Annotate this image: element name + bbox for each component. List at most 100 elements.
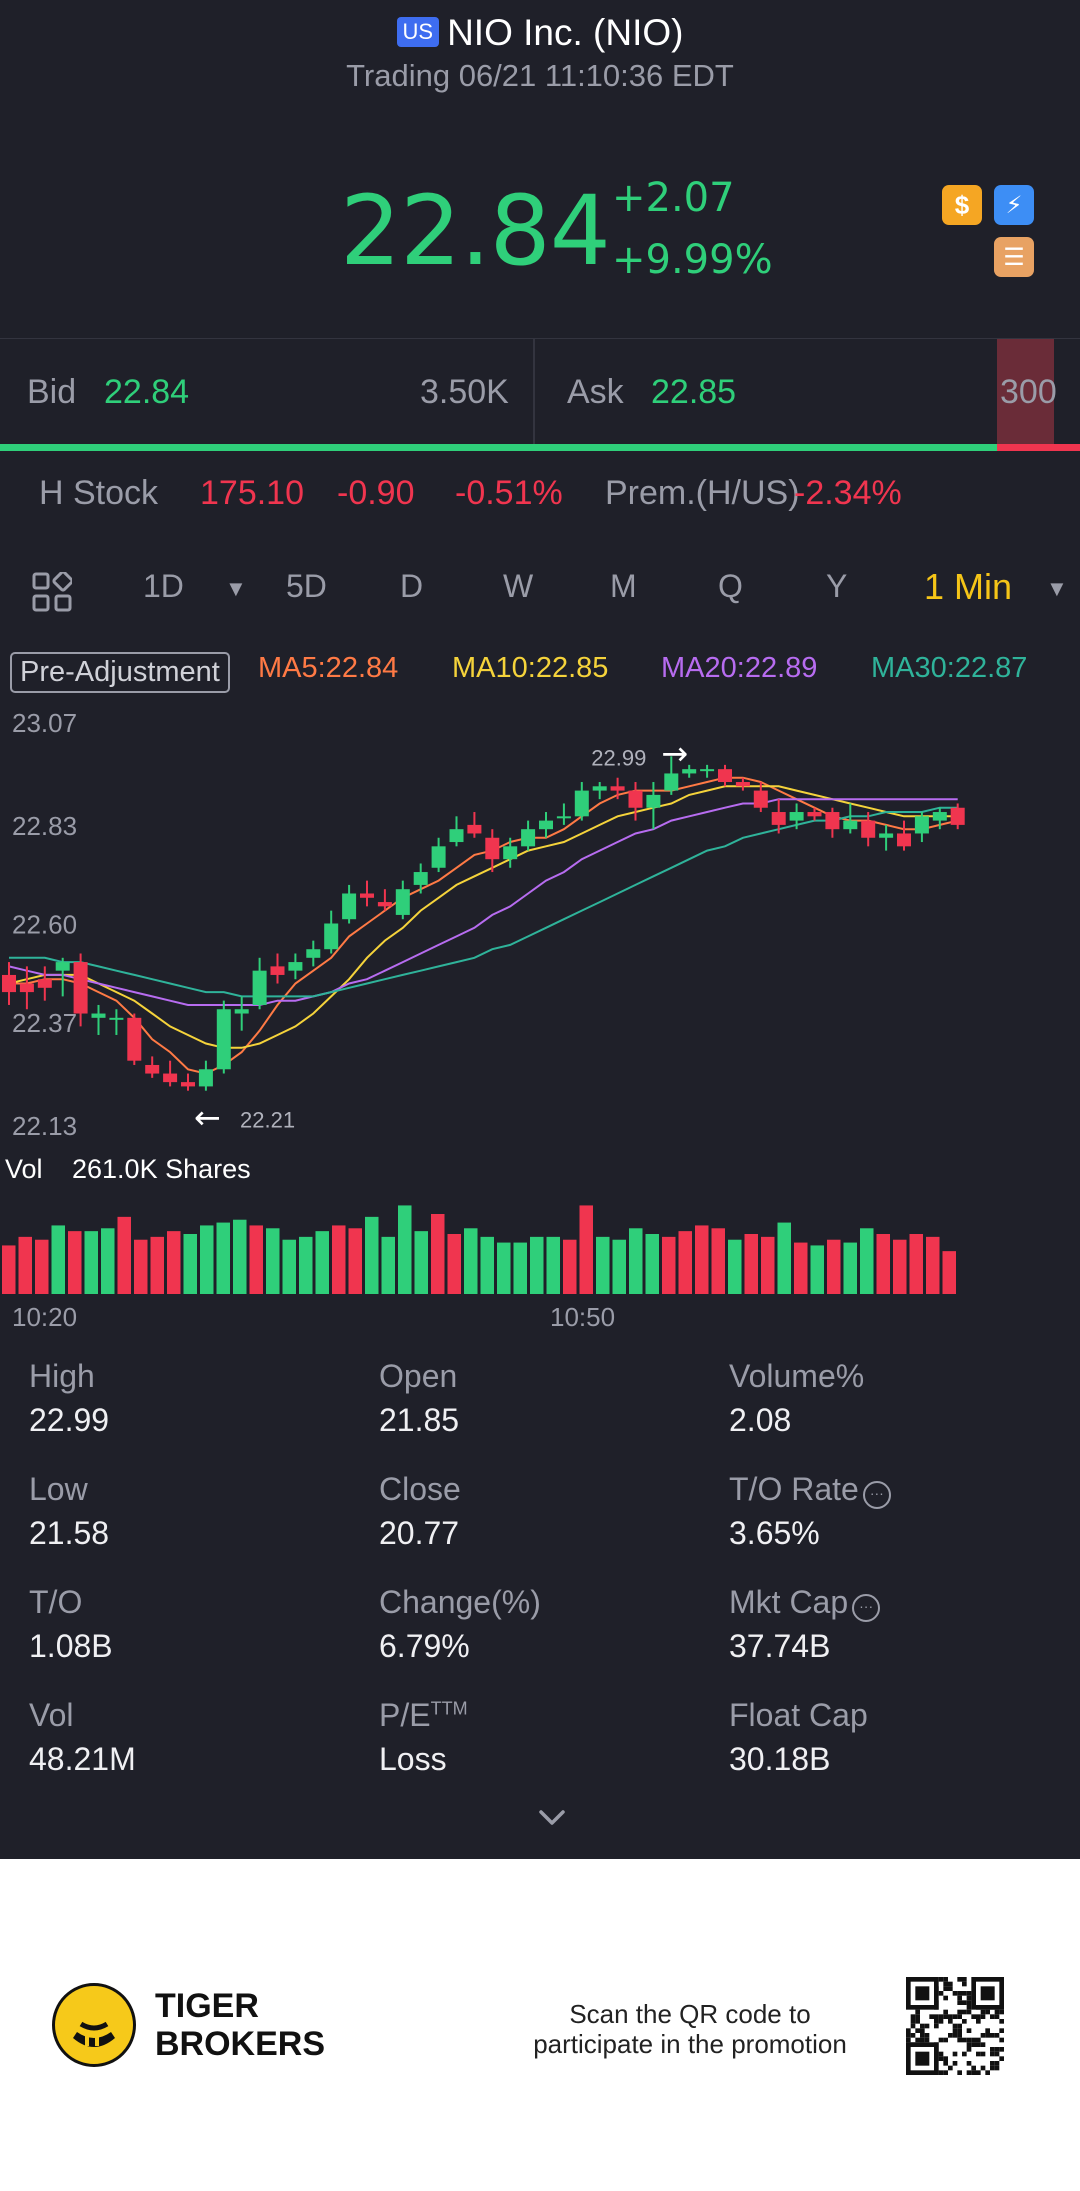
low-marker-label: 22.21	[240, 1108, 295, 1133]
qr-module	[943, 2070, 948, 2075]
tab-1d-dropdown-icon[interactable]: ▼	[225, 576, 247, 601]
x-tick-label: 10:50	[550, 1302, 615, 1330]
qr-module	[971, 2037, 976, 2043]
stat-label: Low	[29, 1471, 88, 1508]
qr-module	[966, 2028, 972, 2033]
qr-module	[976, 2014, 981, 2019]
tab-m[interactable]: M	[610, 568, 637, 604]
lightning-icon[interactable]: ⚡	[994, 185, 1034, 225]
candle-body	[163, 1073, 178, 1083]
qr-code-icon[interactable]	[906, 1977, 1004, 2075]
candle-body	[109, 1017, 124, 1020]
stat-label: Mkt Cap ···	[729, 1584, 881, 1622]
period-tabs: 1D ▼ 5D D W M Q Y 1 Min ▼	[0, 566, 1080, 628]
ask-label: Ask	[567, 373, 624, 411]
tab-1min[interactable]: 1 Min	[924, 566, 1013, 607]
volume-bar	[827, 1239, 841, 1294]
qr-module	[934, 2023, 939, 2029]
grid-icon[interactable]	[32, 572, 72, 612]
volume-bar	[183, 1234, 197, 1294]
volume-bar	[612, 1239, 626, 1294]
x-tick-label: 10:20	[12, 1302, 77, 1330]
stat-value: Loss	[379, 1741, 447, 1777]
candle-body	[252, 970, 267, 1005]
hstock-price: 175.10	[200, 474, 304, 512]
qr-module	[943, 2014, 948, 2019]
volume-bar	[68, 1231, 82, 1294]
volume-bar	[695, 1225, 709, 1294]
stat-label-text: T/O	[29, 1584, 83, 1620]
stack-icon[interactable]: ☰	[994, 237, 1034, 277]
candle-body	[646, 794, 661, 808]
tab-q[interactable]: Q	[718, 568, 743, 604]
qr-module	[999, 2037, 1004, 2043]
tab-d[interactable]: D	[400, 568, 424, 604]
candle-body	[592, 786, 607, 791]
qr-module	[985, 2028, 990, 2033]
market-badge: US	[396, 17, 440, 47]
volume-bar	[117, 1216, 131, 1294]
promo-line-2: participate in the promotion	[533, 2029, 847, 2059]
qr-module	[924, 2037, 930, 2043]
candle-body	[521, 829, 536, 847]
stat-label-text: Volume%	[729, 1358, 865, 1394]
candle-body	[539, 820, 553, 830]
qr-module	[999, 2056, 1004, 2061]
candle-body	[556, 816, 571, 819]
tab-1d[interactable]: 1D	[143, 568, 184, 604]
chevron-down-icon[interactable]	[537, 1808, 567, 1828]
volume-bar	[51, 1225, 65, 1294]
ma30-line	[9, 806, 958, 998]
qr-module	[934, 2014, 939, 2019]
stat-label: High	[29, 1358, 95, 1395]
dollar-icon[interactable]: $	[942, 185, 982, 225]
info-icon[interactable]: ···	[862, 1481, 891, 1509]
candle-body	[324, 923, 339, 950]
volume-bar	[332, 1225, 346, 1294]
qr-module	[971, 2014, 976, 2019]
tab-1min-dropdown-icon[interactable]: ▼	[1046, 576, 1068, 601]
volume-bar	[84, 1231, 98, 1294]
qr-module	[957, 1991, 962, 1996]
qr-module	[910, 2023, 916, 2029]
qr-module	[985, 2070, 990, 2075]
candle-body	[485, 837, 500, 860]
volume-bar	[926, 1236, 940, 1294]
qr-module	[999, 2028, 1004, 2033]
volume-bar	[249, 1225, 263, 1294]
qr-module	[915, 2028, 920, 2033]
ma30-legend: MA30:22.87	[871, 652, 1028, 684]
volume-bar	[513, 1242, 527, 1294]
qr-module	[920, 2023, 925, 2029]
volume-bar	[365, 1216, 379, 1294]
candlestick-chart[interactable]: 23.07 22.83 22.60 22.37 22.13 22.99 → ← 22.21 Vol…	[0, 648, 1080, 1330]
volume-bar	[777, 1222, 791, 1294]
y-tick-label: 22.13	[12, 1111, 77, 1141]
candle-body	[807, 812, 822, 817]
candle-body	[718, 769, 732, 783]
stat-label-text: Mkt Cap	[729, 1584, 849, 1620]
volume-bar	[893, 1239, 907, 1294]
last-price: 22.84	[340, 175, 611, 287]
hstock-change: -0.90	[337, 474, 415, 512]
tab-5d[interactable]: 5D	[286, 568, 327, 604]
stat-label: T/O	[29, 1584, 82, 1621]
tab-y[interactable]: Y	[826, 568, 848, 604]
qr-module	[957, 2009, 962, 2015]
high-marker-arrow-icon: →	[661, 734, 688, 772]
qr-module	[980, 2042, 986, 2047]
qr-module	[957, 2037, 962, 2043]
qr-module	[952, 2023, 958, 2029]
candle-body	[843, 820, 858, 830]
info-icon[interactable]: ···	[852, 1594, 881, 1622]
pre-adjustment-button[interactable]: Pre-Adjustment	[10, 652, 230, 693]
qr-finder	[915, 2051, 930, 2066]
stat-value: 20.77	[379, 1515, 460, 1551]
qr-module	[976, 2042, 981, 2047]
qr-module	[920, 2028, 925, 2033]
qr-module	[924, 2023, 930, 2029]
tab-w[interactable]: W	[503, 568, 534, 604]
candle-body	[127, 1017, 142, 1061]
candle-body	[306, 949, 321, 958]
stat-label: Change(%)	[379, 1584, 541, 1621]
